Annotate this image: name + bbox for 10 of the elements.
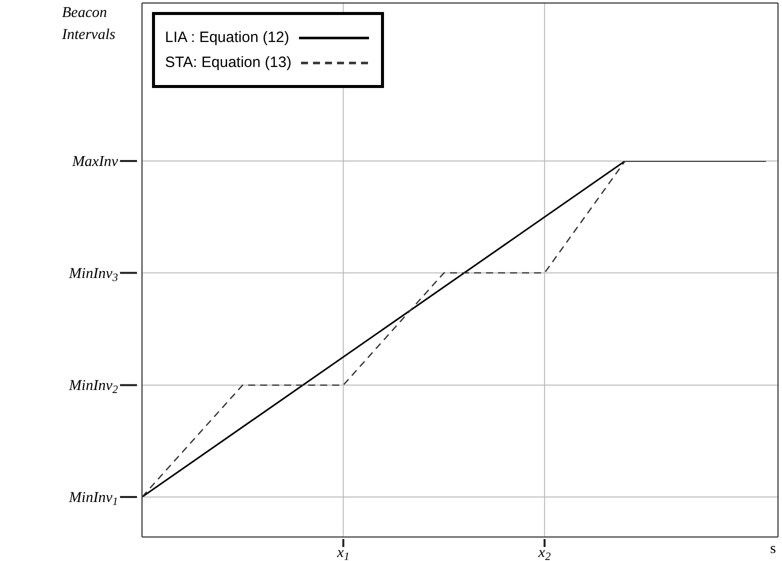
ref-line-label: MinInv$_{2}$ [68,378,118,396]
legend-label: STA: Equation (13) [165,54,292,71]
legend-label: LIA : Equation (12) [165,29,290,46]
x-tick-label: x$_{1}$ [336,545,350,561]
ref-line-label: MaxInv [71,154,118,170]
x-axis-title: s [770,541,776,558]
ref-line-label: MinInv$_{3}$ [68,266,118,284]
x-tick-label: x$_{2}$ [537,545,552,561]
ref-line-label: MinInv$_{1}$ [68,490,118,508]
text: Beacon Intervals [62,4,116,45]
